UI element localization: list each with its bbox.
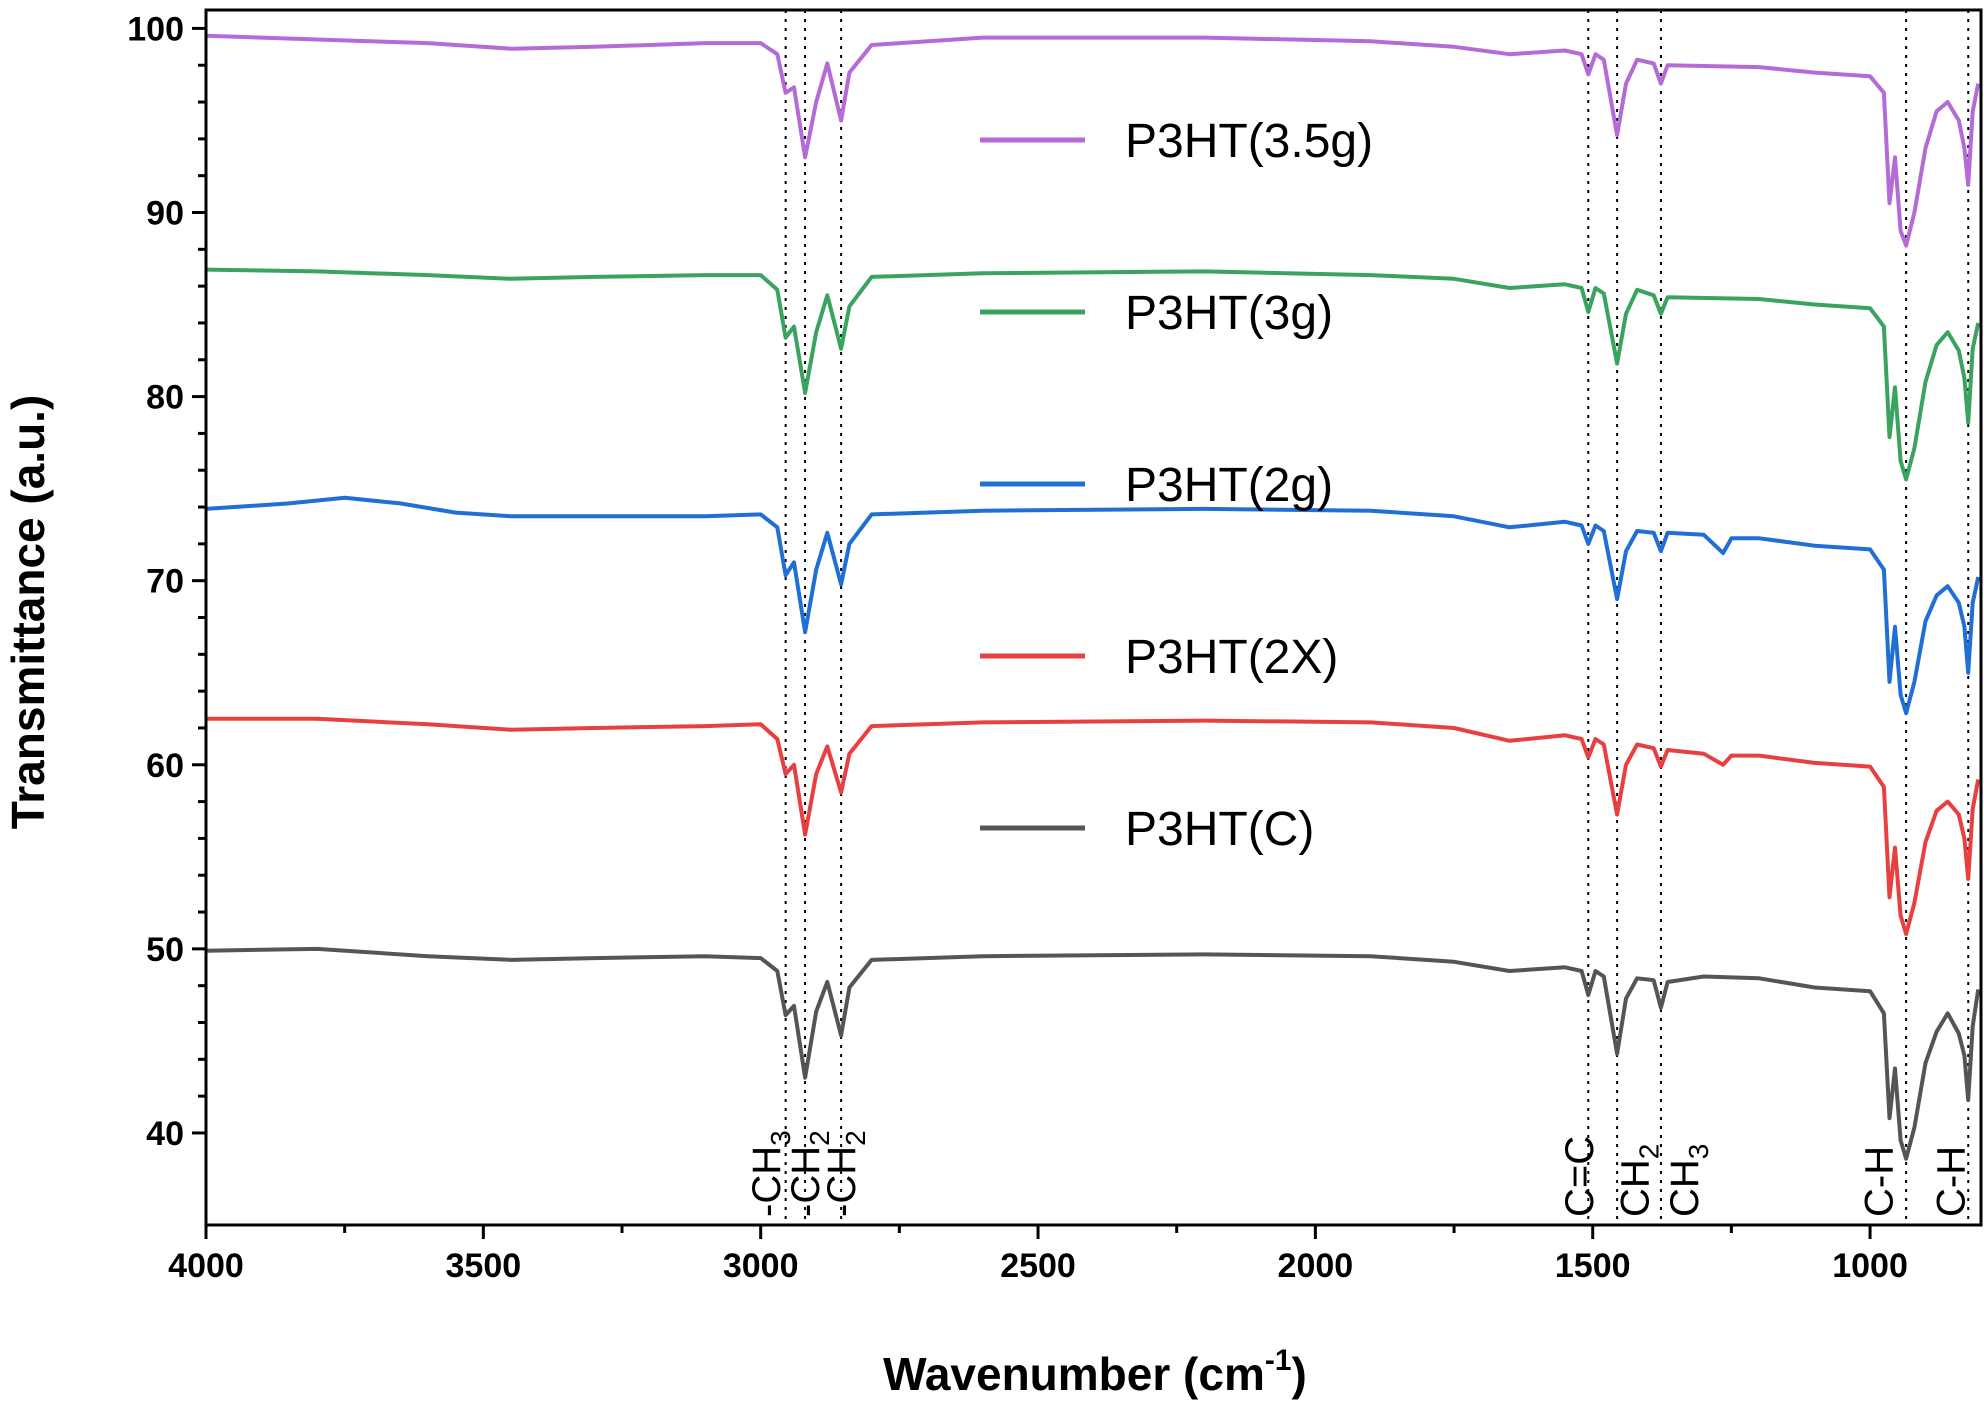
annotation-label: -CH2 [820,1130,871,1217]
x-tick-label: 2500 [1000,1247,1076,1285]
x-tick-label: 3500 [446,1247,522,1285]
y-tick-label: 90 [146,195,184,233]
series-line-P3HT(3g) [205,267,1981,482]
x-tick-label: 4000 [168,1247,244,1285]
legend-label: P3HT(3.5g) [1125,115,1373,168]
x-axis-title: Wavenumber (cm-1) [883,1344,1307,1400]
legend-label: P3HT(2X) [1125,631,1338,684]
x-tick-label: 1500 [1555,1247,1631,1285]
y-tick-label: 60 [146,747,184,785]
y-tick-label: 40 [146,1115,184,1153]
annotation-label: -CH2 [784,1130,835,1217]
series-line-P3HT(2g) [205,495,1981,716]
annotation-label: C-H [1929,1146,1973,1217]
legend-label: P3HT(3g) [1125,287,1333,340]
series-line-P3HT(2X) [206,716,1981,937]
annotation-label: -CH3 [745,1130,796,1217]
x-tick-label: 2000 [1278,1247,1354,1285]
legend: P3HT(3.5g) P3HT(3g) P3HT(2g) P3HT(2X) P3HT(C… [980,115,1373,856]
legend-label: P3HT(2g) [1125,459,1333,512]
x-axis: 4000 3500 3000 2500 2000 1500 1000 [168,1225,1908,1285]
annotation-label: CH3 [1663,1144,1714,1217]
annotation-label: C-H [1857,1146,1901,1217]
x-axis-title-sup: -1 [1265,1344,1292,1377]
series-lines [205,33,1981,1161]
x-axis-title-end: ) [1292,1348,1307,1400]
y-axis-title: Transmittance (a.u.) [2,395,54,830]
y-tick-label: 80 [146,379,184,417]
x-tick-label: 3000 [723,1247,799,1285]
x-axis-title-text: Wavenumber (cm [883,1348,1265,1400]
y-tick-label: 50 [146,931,184,969]
series-line-P3HT(3.5g) [205,33,1981,248]
guide-lines [784,10,1970,1225]
plot-frame [204,8,1983,1227]
annotation-label: CH2 [1613,1144,1664,1217]
series-line-P3HT(C) [205,946,1981,1161]
x-tick-label: 1000 [1832,1247,1908,1285]
y-axis: 40 50 60 70 80 90 100 [127,10,206,1153]
y-tick-label: 100 [127,10,184,48]
annotation-label: C=C [1558,1136,1602,1217]
y-tick-label: 70 [146,563,184,601]
legend-label: P3HT(C) [1125,803,1314,856]
